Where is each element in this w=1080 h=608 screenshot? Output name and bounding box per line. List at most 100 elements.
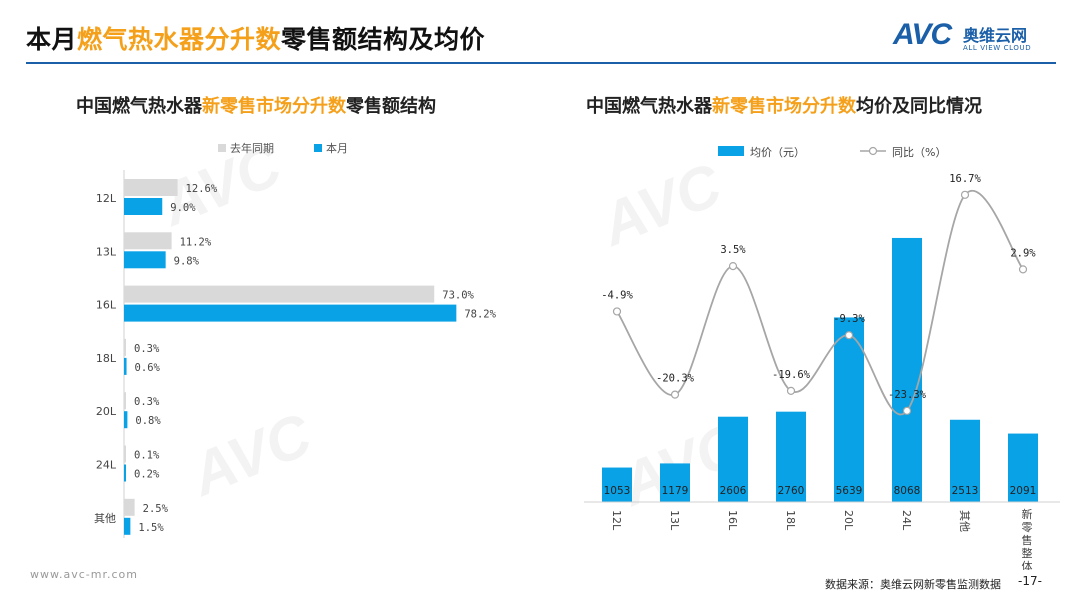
yoy-line [616, 190, 1024, 416]
bar-last-year [124, 232, 172, 250]
right-category-label: 24L [900, 510, 913, 531]
data-label-this-month: 9.8% [174, 255, 200, 267]
left-chart-title: 中国燃气热水器新零售市场分升数零售额结构 [76, 92, 436, 118]
bar-this-month [124, 251, 166, 269]
left-category-label: 24L [96, 459, 117, 472]
yoy-label: -19.6% [772, 369, 811, 381]
bar-value-label: 1179 [662, 485, 689, 497]
bar-avg-price [602, 467, 632, 502]
legend-swatch-this-month [314, 144, 322, 152]
bar-last-year [124, 285, 435, 303]
left-category-label: 13L [96, 245, 117, 258]
bar-value-label: 2513 [952, 485, 979, 497]
data-label-this-month: 0.2% [134, 469, 160, 481]
bar-avg-price [834, 317, 864, 502]
data-label-this-month: 9.0% [170, 202, 196, 214]
data-label-last-year: 11.2% [180, 236, 212, 248]
left-category-label: 16L [96, 299, 117, 312]
legend-swatch-avg-price [718, 146, 744, 156]
right-category-label: 16L [726, 510, 739, 531]
yoy-point [786, 386, 796, 395]
brand-logo: AVC 奥维云网 ALL VIEW CLOUD [893, 18, 1063, 58]
yoy-point [670, 390, 680, 399]
bar-last-year [124, 338, 126, 356]
right-category-label: 20L [842, 510, 855, 531]
left-category-label: 12L [96, 192, 117, 205]
data-label-this-month: 78.2% [464, 309, 496, 321]
yoy-point [844, 331, 854, 340]
yoy-point [960, 190, 970, 199]
yoy-point [612, 307, 622, 316]
data-label-last-year: 73.0% [442, 290, 474, 302]
right-chart-title: 中国燃气热水器新零售市场分升数均价及同比情况 [586, 92, 982, 118]
bar-this-month [124, 198, 163, 215]
yoy-point [728, 262, 738, 271]
header-divider [26, 62, 1056, 64]
footer-url: www.avc-mr.com [30, 568, 138, 581]
footer-source: 数据来源：奥维云网新零售监测数据 [825, 578, 1001, 591]
data-label-last-year: 0.3% [134, 396, 160, 408]
left-category-label: 18L [96, 352, 117, 365]
bar-avg-price [950, 419, 980, 502]
bar-last-year [124, 392, 126, 410]
bar-value-label: 8068 [894, 485, 921, 497]
bar-this-month [124, 464, 126, 482]
data-label-this-month: 0.8% [135, 415, 161, 427]
left-category-label: 其他 [94, 512, 116, 525]
yoy-label: -23.3% [888, 389, 927, 401]
logo-en: ALL VIEW CLOUD [963, 44, 1032, 52]
bar-avg-price [892, 237, 922, 502]
bar-avg-price [660, 463, 690, 502]
yoy-label: -4.9% [601, 289, 633, 301]
left-bar-chart: 去年同期 本月 12L 12.6% 9.0% 13L 11.2% 9.8% 16L 73.0% 78… [94, 141, 497, 538]
yoy-point [902, 406, 912, 415]
logo-cn: 奥维云网 [963, 26, 1028, 45]
bar-this-month [124, 411, 128, 429]
bar-last-year [124, 179, 178, 196]
right-title-part1: 中国燃气热水器 [586, 96, 712, 117]
legend-swatch-last-year [218, 144, 226, 152]
bar-last-year [124, 445, 126, 463]
right-category-label: 13L [668, 510, 681, 531]
data-label-last-year: 0.3% [134, 343, 160, 355]
page-title-part1: 本月 [26, 25, 78, 54]
data-label-last-year: 2.5% [143, 503, 169, 515]
yoy-label: 2.9% [1010, 247, 1036, 259]
yoy-label: -9.3% [833, 313, 865, 325]
right-category-label: 其他 [958, 510, 971, 532]
legend-label-avg-price: 均价（元） [750, 146, 805, 159]
page-title-highlight: 燃气热水器分升数 [77, 25, 282, 54]
bar-value-label: 5639 [836, 485, 863, 497]
bar-this-month [124, 517, 131, 535]
bar-this-month [124, 357, 127, 375]
bar-this-month [124, 304, 457, 322]
right-category-label: 18L [784, 510, 797, 531]
data-label-last-year: 12.6% [186, 183, 218, 195]
bar-value-label: 1053 [604, 485, 631, 497]
data-label-this-month: 1.5% [138, 522, 164, 534]
page-title-part2: 零售额结构及均价 [281, 25, 486, 54]
logo-brand: AVC [893, 18, 952, 51]
right-title-highlight: 新零售市场分升数 [712, 96, 856, 117]
right-combo-chart: 均价（元） 同比（%） 1053 1179 2606 2760 5639 8068 2513 20… [584, 146, 1060, 570]
left-title-highlight: 新零售市场分升数 [202, 96, 346, 117]
left-title-part1: 中国燃气热水器 [76, 96, 202, 117]
right-category-label: 新零售整体 [1022, 507, 1033, 570]
left-legend: 去年同期 本月 [218, 141, 348, 155]
bar-avg-price [776, 411, 806, 502]
legend-label-last-year: 去年同期 [230, 141, 274, 155]
bar-avg-price [1008, 433, 1038, 502]
right-title-part2: 均价及同比情况 [856, 96, 982, 117]
bar-avg-price [718, 416, 748, 502]
legend-label-yoy: 同比（%） [892, 146, 946, 159]
yoy-label: 3.5% [720, 244, 746, 256]
legend-label-this-month: 本月 [326, 141, 348, 155]
left-title-part2: 零售额结构 [346, 96, 436, 117]
right-legend: 均价（元） 同比（%） [718, 146, 946, 159]
page-title: 本月燃气热水器分升数零售额结构及均价 [26, 20, 485, 56]
bar-value-label: 2091 [1010, 485, 1037, 497]
yoy-point [1018, 265, 1028, 274]
right-category-label: 12L [610, 510, 623, 531]
page-number: -17- [1018, 574, 1042, 588]
right-category-label-text: 新零售整体 [1022, 507, 1033, 570]
